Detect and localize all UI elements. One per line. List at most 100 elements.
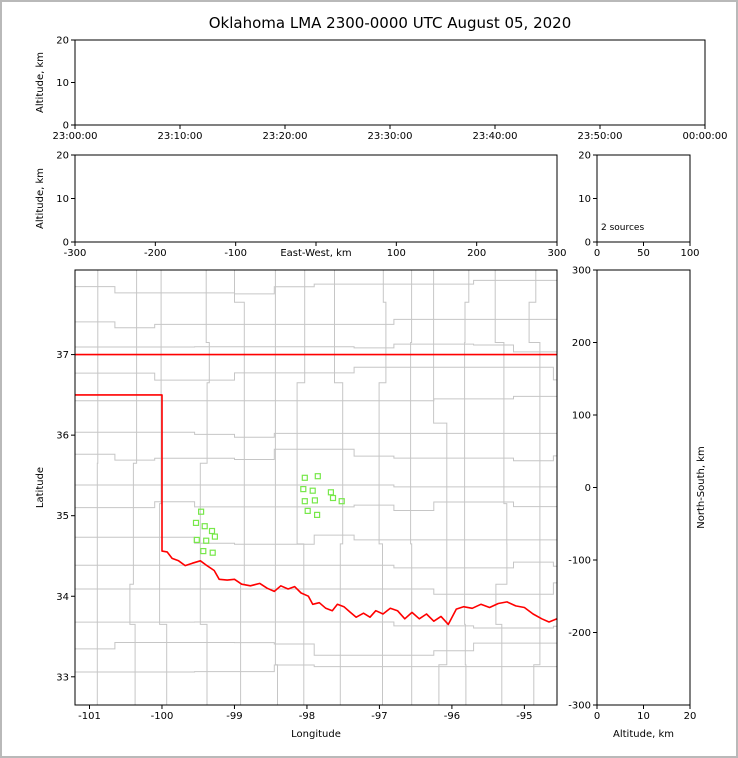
x-tick-label: 23:10:00 [158, 131, 203, 142]
y-tick-label: 10 [578, 194, 591, 205]
county-line [274, 270, 278, 705]
panel-time-height: 23:00:00 23:10:00 23:20:00 23:30:00 23:40:00… [35, 36, 727, 143]
source-marker [338, 498, 345, 505]
x-tick-label: 20 [684, 711, 697, 722]
x-axis-label: Altitude, km [613, 729, 674, 740]
county-line [129, 270, 138, 705]
x-tick-label: -95 [516, 711, 532, 722]
x-tick-label: 200 [467, 248, 486, 259]
source-marker [304, 507, 311, 514]
y-tick-label: 34 [56, 592, 69, 603]
histogram-annotation: 2 sources [601, 223, 644, 233]
y-tick-label: 0 [63, 121, 69, 132]
y-tick-label: -100 [568, 556, 591, 567]
y-tick-label: 200 [572, 338, 591, 349]
y-tick-label: 20 [56, 36, 69, 47]
x-tick-label: 100 [387, 248, 406, 259]
county-line [75, 534, 557, 545]
county-line [75, 664, 557, 677]
county-line [75, 343, 557, 353]
county-line [75, 366, 557, 381]
x-tick-label: 300 [547, 248, 566, 259]
source-marker [301, 498, 308, 505]
x-tick-label: -300 [64, 248, 87, 259]
x-tick-label: -101 [78, 711, 101, 722]
county-line [75, 642, 557, 656]
county-line [75, 582, 557, 595]
source-marker [192, 519, 200, 527]
x-tick-label: 23:30:00 [368, 131, 413, 142]
panel-plan-map: -101 -100 -99 -98 -97 -96 -95 33 34 35 36 37 Longitu… [35, 269, 558, 740]
source-marker [309, 487, 316, 494]
y-tick-label: -300 [568, 701, 591, 712]
y-tick-label: 20 [578, 151, 591, 162]
county-line [75, 431, 557, 438]
source-marker [314, 511, 321, 519]
county-line [528, 270, 541, 705]
source-marker [203, 537, 210, 544]
panel-ew-height: -300 -200 -100 100 200 300 0 10 20 East-West, km A… [35, 151, 567, 260]
county-line [75, 318, 557, 329]
county-line [159, 270, 173, 705]
state-border [75, 353, 557, 626]
source-marker [314, 473, 321, 480]
county-line [464, 270, 470, 705]
y-tick-label: 20 [56, 151, 69, 162]
source-marker [193, 536, 200, 544]
panel-border [74, 269, 558, 706]
y-tick-label: 300 [572, 266, 591, 277]
x-tick-label: -97 [371, 711, 387, 722]
county-line [75, 394, 557, 402]
county-lines [75, 270, 557, 705]
source-marker [209, 549, 216, 556]
x-axis-label: Longitude [291, 729, 341, 740]
x-tick-label: 23:40:00 [473, 131, 518, 142]
x-tick-label: 23:00:00 [53, 131, 98, 142]
county-line [234, 270, 245, 705]
state-border-line [75, 394, 557, 626]
x-tick-label: -98 [299, 711, 315, 722]
y-tick-label: 10 [56, 78, 69, 89]
county-line [410, 270, 417, 705]
x-tick-label: -200 [144, 248, 167, 259]
x-tick-label: -100 [151, 711, 174, 722]
source-marker [201, 523, 208, 530]
x-tick-label: 100 [680, 248, 699, 259]
county-line [433, 270, 448, 705]
county-line [334, 270, 344, 705]
source-marker [311, 497, 318, 504]
county-line [378, 270, 387, 705]
county-line [75, 448, 557, 462]
x-tick-label: -99 [226, 711, 242, 722]
x-tick-label: 10 [637, 711, 650, 722]
x-axis-label: East-West, km [280, 248, 351, 259]
x-tick-label: 23:20:00 [263, 131, 308, 142]
y-tick-label: 100 [572, 411, 591, 422]
source-marker [327, 489, 334, 496]
x-tick-label: 00:00:00 [683, 131, 728, 142]
x-tick-label: -96 [444, 711, 460, 722]
county-line [296, 270, 306, 705]
plot-title: Oklahoma LMA 2300-0000 UTC August 05, 20… [209, 14, 572, 32]
source-marker [329, 494, 337, 502]
source-marker [208, 527, 216, 535]
y-axis-label-right: North-South, km [696, 446, 707, 529]
map-content [75, 270, 557, 705]
panel-border [74, 39, 706, 126]
x-tick-label: 0 [594, 248, 600, 259]
county-line [494, 270, 508, 705]
source-marker [198, 508, 205, 515]
county-line [75, 484, 557, 488]
y-tick-label: 0 [63, 238, 69, 249]
x-tick-label: 50 [637, 248, 650, 259]
y-axis-label: Altitude, km [35, 52, 46, 113]
y-tick-label: 33 [56, 672, 69, 683]
source-marker [211, 533, 218, 540]
county-line [75, 279, 557, 295]
panel-ns-height: 0 10 20 -300 -200 -100 0 100 200 300 Altitude, km N… [568, 266, 707, 741]
x-tick-label: 23:50:00 [578, 131, 623, 142]
lma-sources [192, 473, 345, 556]
